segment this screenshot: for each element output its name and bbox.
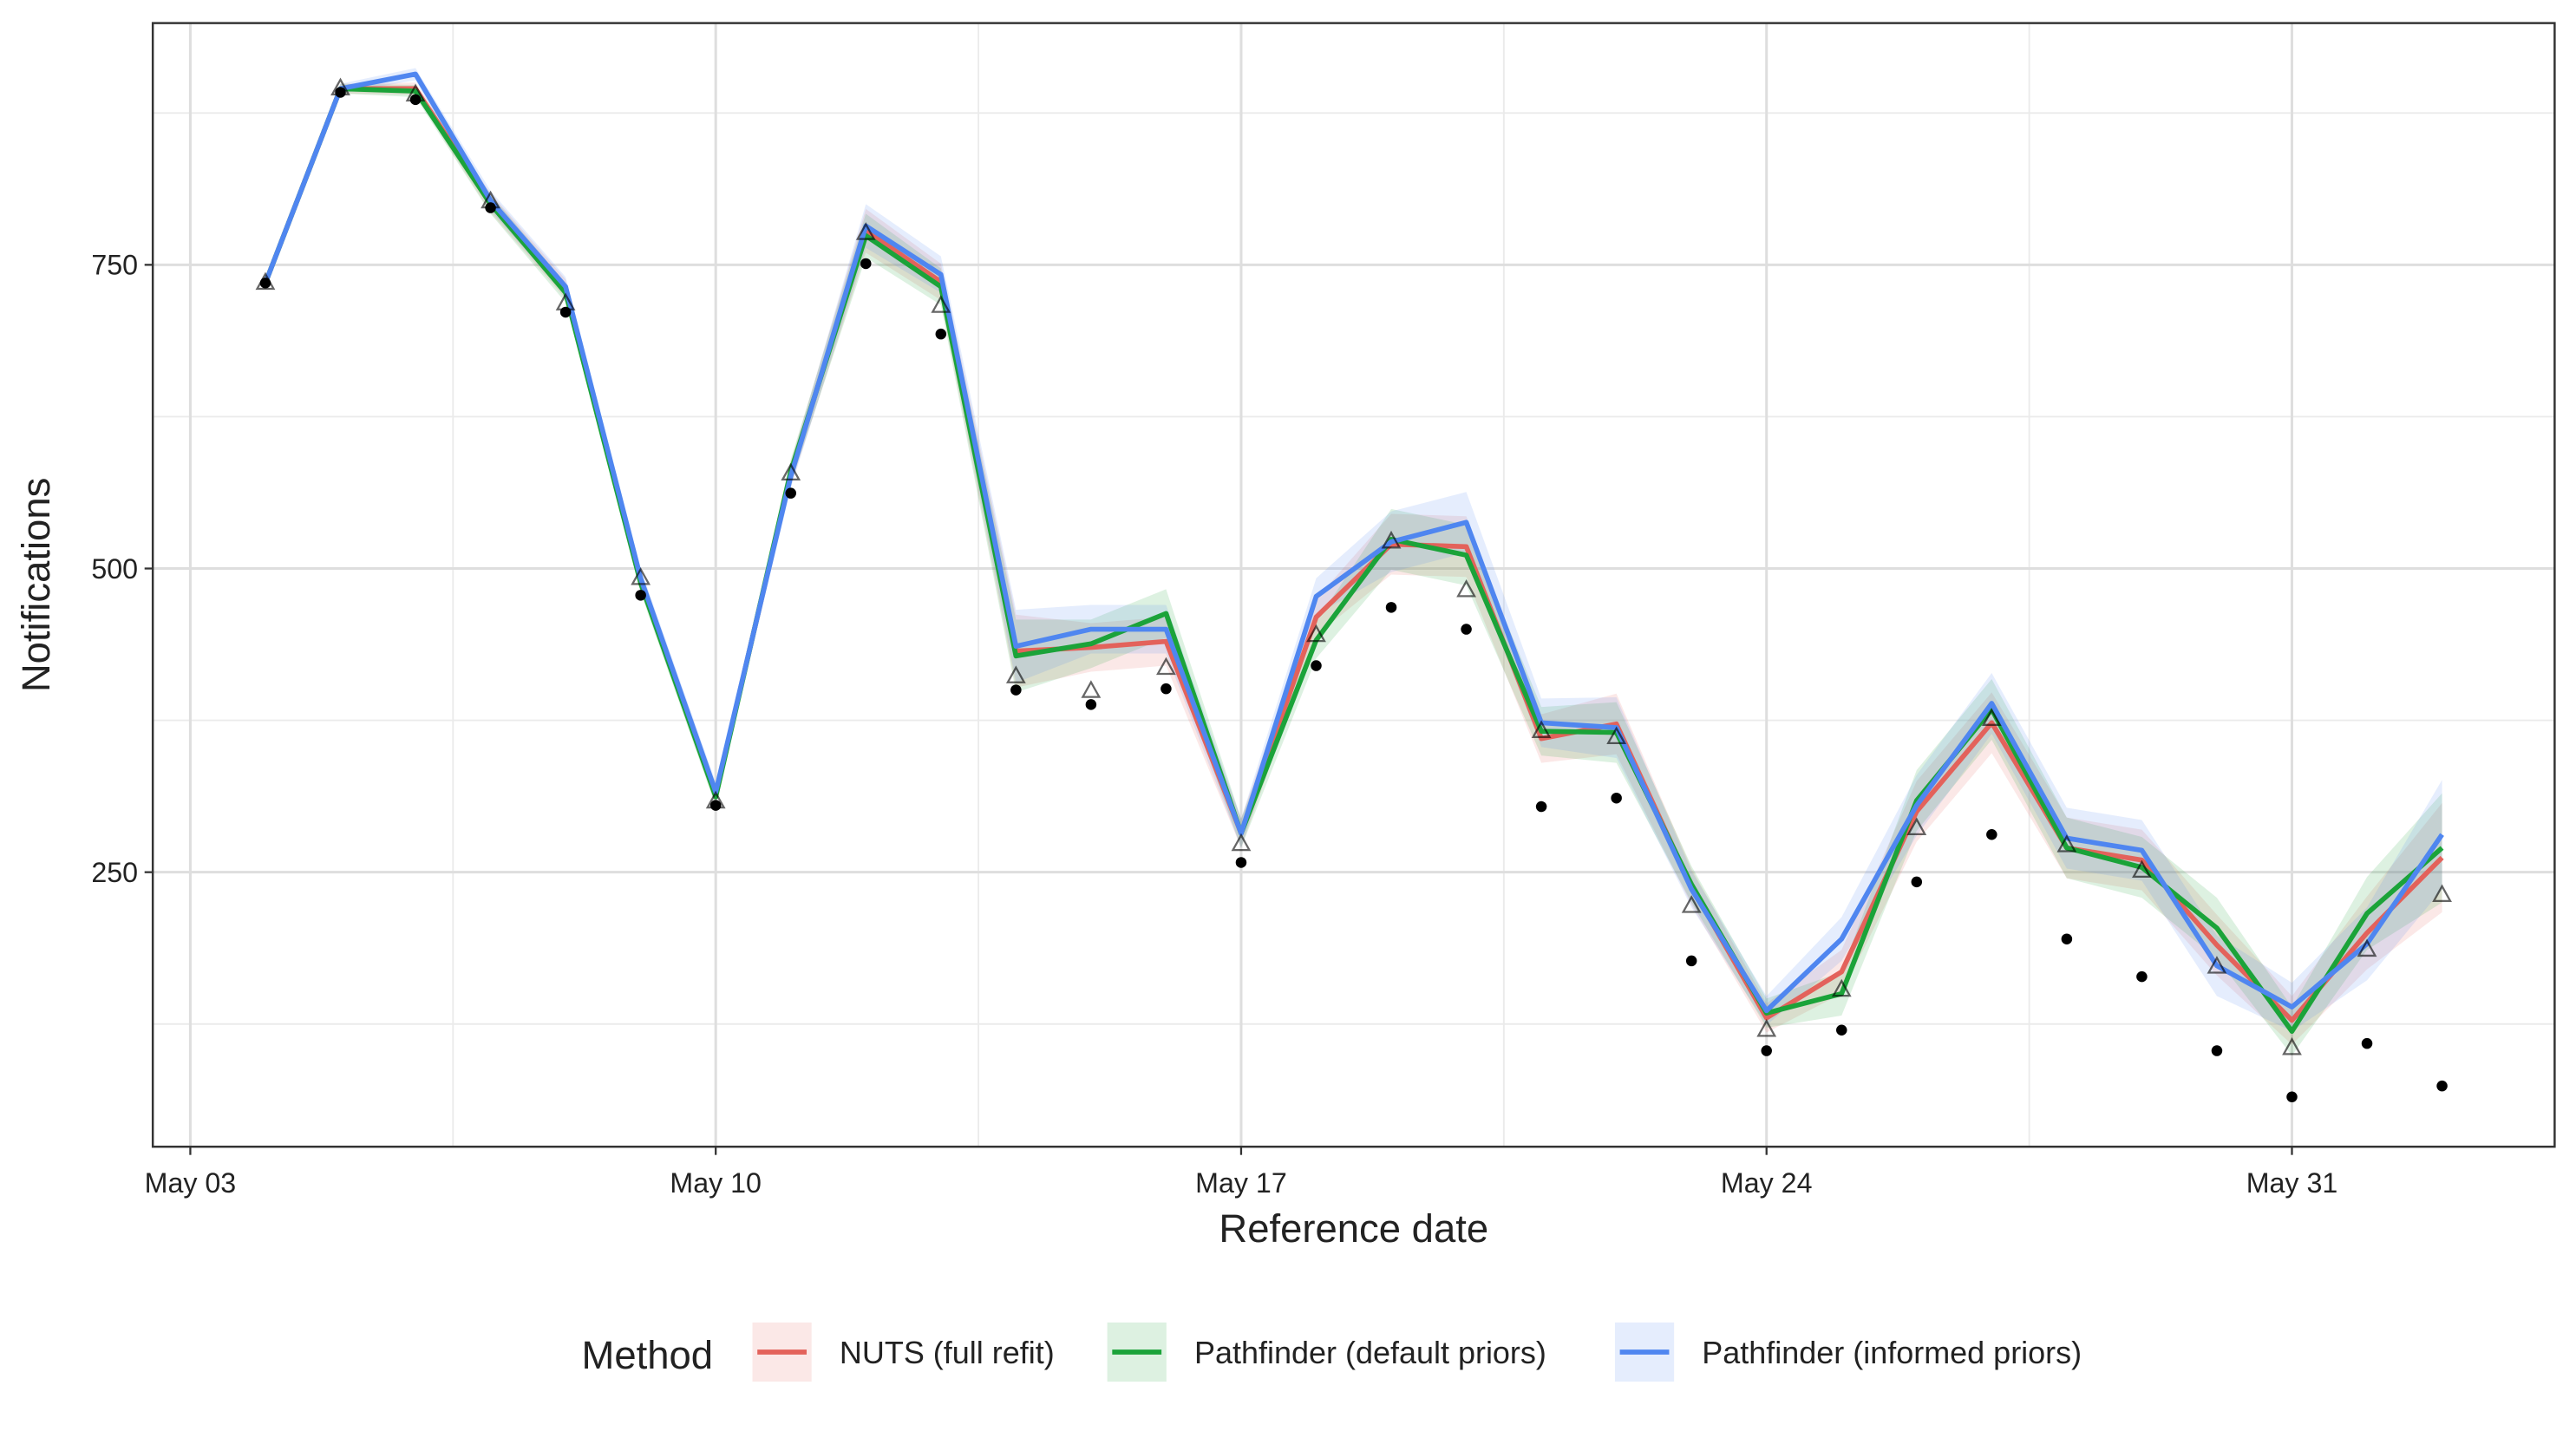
observed-point: [1161, 683, 1172, 695]
observed-point: [1010, 684, 1022, 696]
observed-point: [1311, 660, 1322, 671]
observed-point: [2211, 1045, 2223, 1056]
final-point: [1531, 720, 1552, 738]
observed-point: [2061, 933, 2073, 944]
final-point: [855, 222, 876, 240]
observed-point: [1535, 800, 1547, 813]
observed-point: [1085, 699, 1097, 710]
plot-background: [153, 23, 2555, 1147]
observed-point: [860, 258, 872, 270]
observed-point: [1385, 602, 1397, 613]
final-point: [2357, 938, 2377, 957]
final-point: [1005, 665, 1026, 683]
y-tick-label: 500: [91, 553, 138, 585]
final-point: [1831, 978, 1852, 997]
observed-point: [2136, 970, 2148, 983]
final-point: [931, 295, 951, 313]
legend-label: Pathfinder (informed priors): [1702, 1335, 2082, 1370]
final-point: [1231, 833, 1252, 852]
final-point: [2056, 834, 2077, 853]
x-tick-label: May 17: [1195, 1167, 1287, 1199]
observed-point: [935, 328, 947, 340]
final-point: [555, 292, 576, 310]
final-point: [1981, 708, 2002, 726]
final-point: [1456, 578, 1476, 598]
x-tick-label: May 31: [2246, 1167, 2338, 1199]
observed-point: [1235, 857, 1247, 868]
final-point: [255, 271, 276, 291]
plot-border: [151, 22, 2556, 1148]
observed-point: [2361, 1037, 2373, 1049]
legend-label: Pathfinder (default priors): [1194, 1335, 1546, 1370]
x-tick-label: May 24: [1721, 1167, 1813, 1199]
observed-point: [1911, 876, 1923, 888]
observed-point: [335, 87, 346, 98]
final-point: [330, 77, 350, 96]
observed-point: [1611, 792, 1622, 804]
y-axis-title: Notifications: [14, 478, 58, 692]
legend-label: NUTS (full refit): [840, 1335, 1055, 1370]
final-point: [481, 190, 500, 209]
ribbon: [265, 82, 2442, 1045]
final-point: [1306, 624, 1326, 643]
observed-point: [785, 487, 796, 499]
final-point: [705, 790, 726, 809]
legend-title: Method: [582, 1333, 714, 1377]
final-point: [631, 566, 651, 585]
final-point: [1156, 657, 1176, 676]
observed-point: [1461, 624, 1472, 635]
y-tick-label: 750: [91, 250, 138, 281]
final-point: [1381, 530, 1402, 549]
final-point: [405, 83, 426, 102]
observed-point: [709, 800, 722, 811]
observed-point: [1761, 1045, 1772, 1056]
final-point: [1606, 726, 1627, 744]
y-tick-label: 250: [91, 857, 138, 888]
final-point: [2132, 859, 2152, 879]
line: [263, 71, 2444, 1014]
observed-point: [2436, 1080, 2448, 1092]
final-point: [2432, 884, 2452, 903]
final-point: [2207, 956, 2227, 974]
final-point: [2282, 1037, 2302, 1055]
x-axis-title: Reference date: [1219, 1206, 1488, 1251]
observed-point: [1986, 828, 1997, 840]
final-point: [1081, 680, 1102, 698]
final-point: [781, 462, 801, 481]
final-point: [1756, 1018, 1777, 1037]
final-point: [1681, 895, 1702, 913]
observed-point: [1685, 955, 1697, 967]
x-tick-label: May 10: [670, 1167, 762, 1199]
observed-point: [2286, 1091, 2298, 1103]
x-tick-label: May 03: [145, 1167, 237, 1199]
observed-point: [559, 306, 572, 318]
ribbon: [265, 68, 2442, 1032]
observed-point: [1836, 1024, 1847, 1036]
final-point: [1906, 817, 1927, 836]
observed-point: [635, 590, 646, 601]
